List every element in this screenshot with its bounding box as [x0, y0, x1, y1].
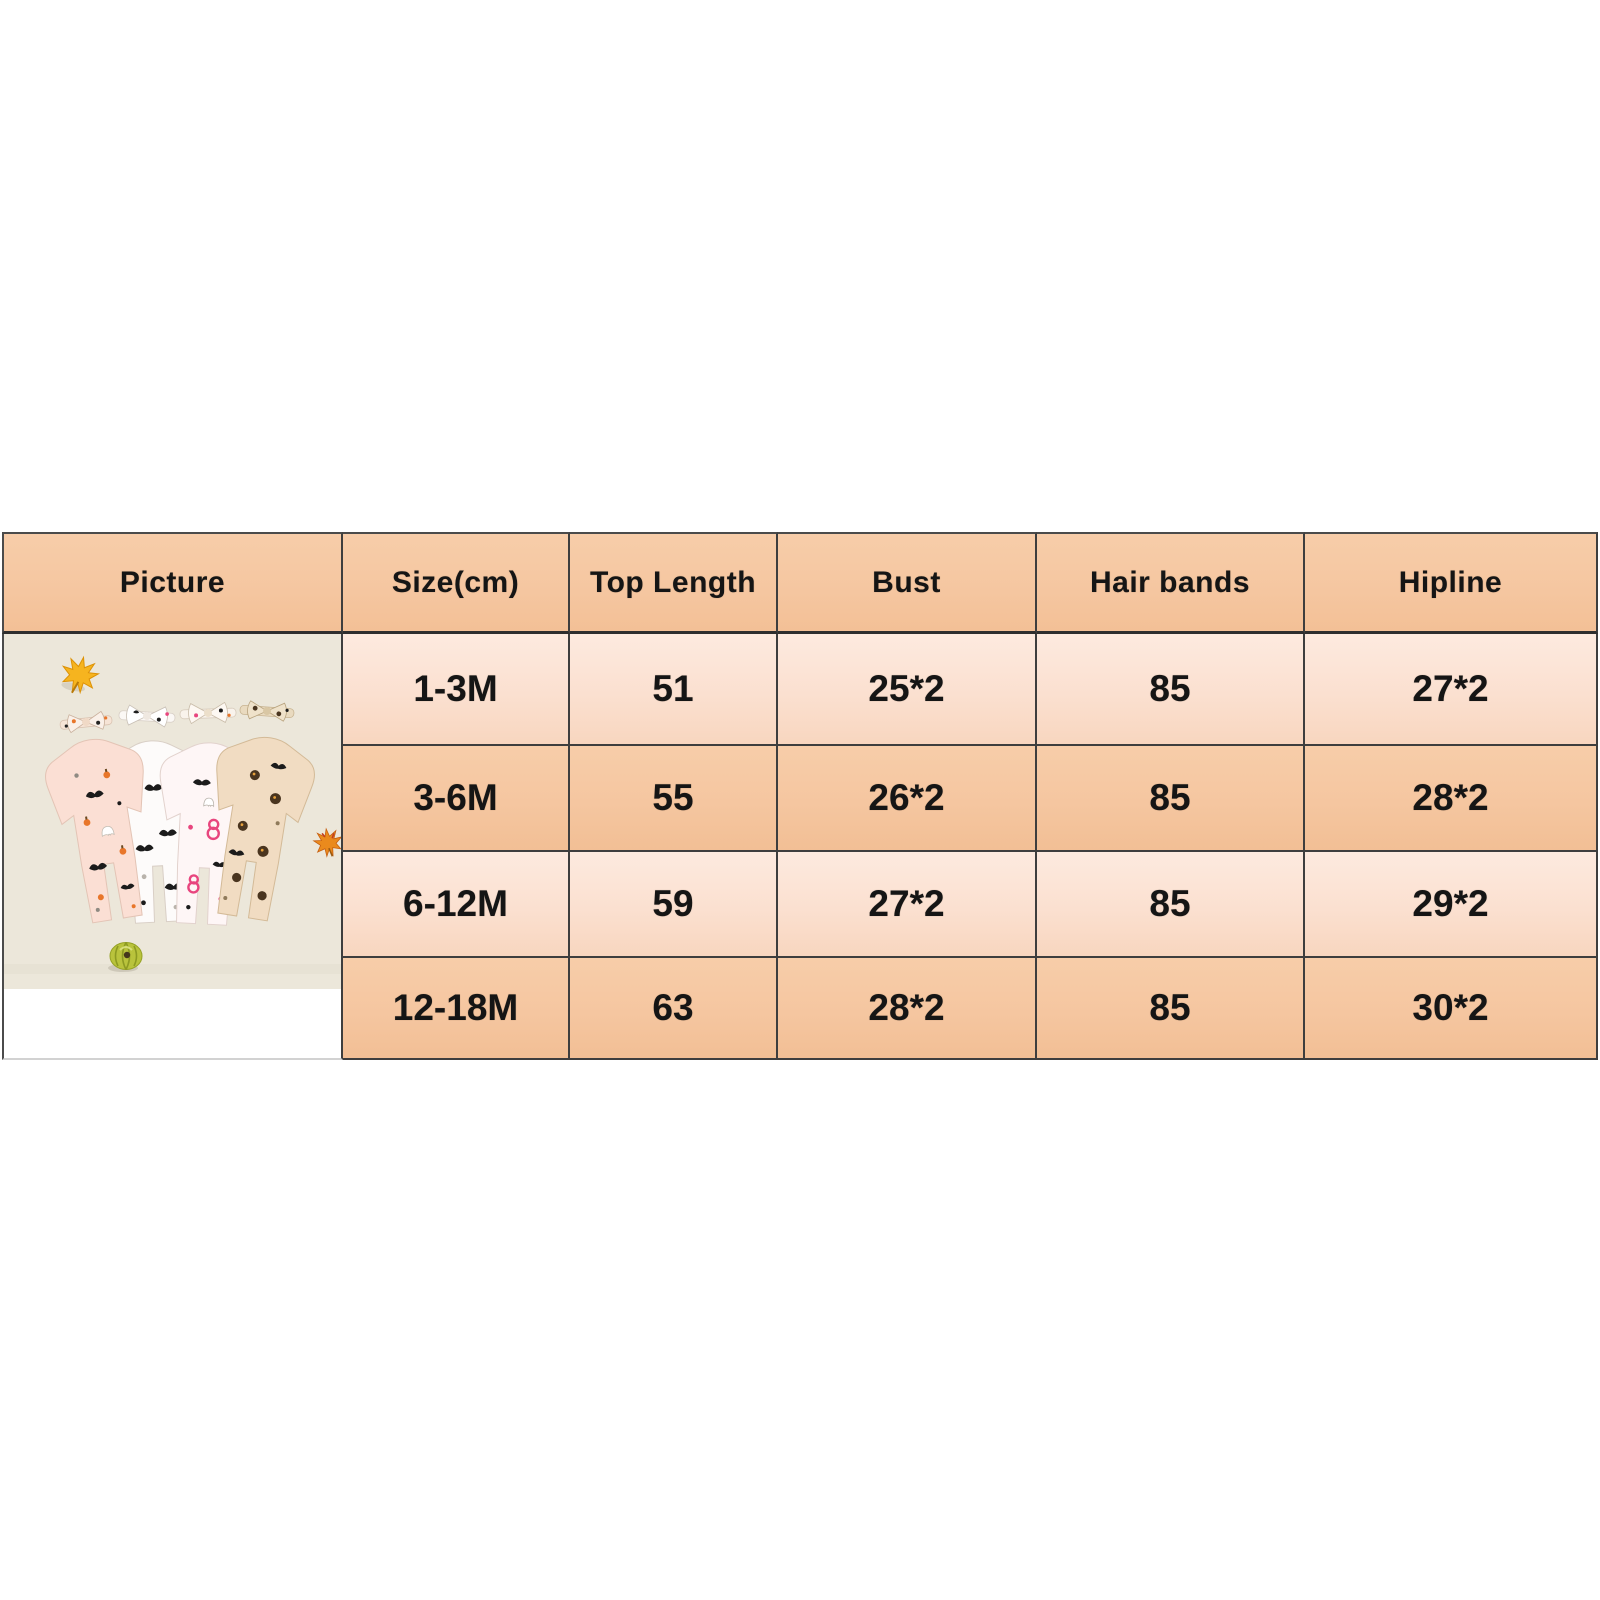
pink-number-8-print: [187, 874, 200, 894]
cell-bust-28x2: 28*2: [778, 958, 1037, 1060]
cell-size-12-18m: 12-18M: [343, 958, 570, 1060]
romper-illustration: [44, 738, 144, 924]
header-cell-hair-bands: Hair bands: [1037, 532, 1305, 634]
cell-hipline-30x2: 30*2: [1305, 958, 1598, 1060]
bow-headband-icon: [179, 701, 237, 725]
pumpkin-icon: [108, 942, 143, 972]
maple-leaf-icon: [61, 655, 101, 695]
cell-hairbands-85: 85: [1037, 958, 1305, 1060]
cell-hairbands-85: 85: [1037, 634, 1305, 746]
romper-illustration: [216, 736, 316, 922]
cell-toplength-51: 51: [570, 634, 778, 746]
cell-bust-25x2: 25*2: [778, 634, 1037, 746]
header-cell-hipline: Hipline: [1305, 532, 1598, 634]
header-cell-picture: Picture: [2, 532, 343, 634]
product-photo-cell: [2, 634, 343, 1060]
bow-headbands: [59, 700, 295, 734]
header-cell-size: Size(cm): [343, 532, 570, 634]
header-cell-top-length: Top Length: [570, 532, 778, 634]
product-photo: [4, 634, 341, 989]
cell-size-3-6m: 3-6M: [343, 746, 570, 852]
cell-toplength-59: 59: [570, 852, 778, 958]
halloween-rompers: [44, 736, 316, 926]
bow-headband-icon: [239, 700, 295, 722]
cell-bust-27x2: 27*2: [778, 852, 1037, 958]
size-chart-table: Picture Size(cm) Top Length Bust Hair ba…: [2, 532, 1598, 1060]
cell-hipline-27x2: 27*2: [1305, 634, 1598, 746]
cell-hairbands-85: 85: [1037, 852, 1305, 958]
cell-hairbands-85: 85: [1037, 746, 1305, 852]
header-cell-bust: Bust: [778, 532, 1037, 634]
cell-size-6-12m: 6-12M: [343, 852, 570, 958]
bow-headband-icon: [59, 710, 113, 734]
cell-toplength-55: 55: [570, 746, 778, 852]
cell-hipline-29x2: 29*2: [1305, 852, 1598, 958]
maple-leaf-icon: [312, 827, 341, 858]
cell-hipline-28x2: 28*2: [1305, 746, 1598, 852]
bow-headband-icon: [118, 704, 176, 728]
cell-toplength-63: 63: [570, 958, 778, 1060]
pink-number-8-print: [206, 818, 220, 841]
cell-size-1-3m: 1-3M: [343, 634, 570, 746]
cell-bust-26x2: 26*2: [778, 746, 1037, 852]
